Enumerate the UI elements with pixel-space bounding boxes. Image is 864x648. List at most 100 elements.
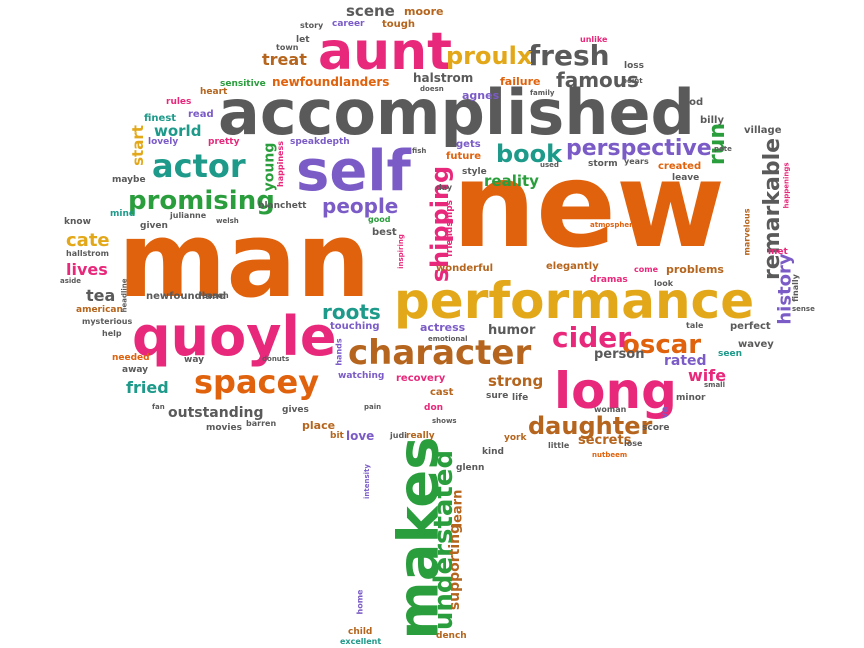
word-come: come xyxy=(634,265,658,274)
word-home: home xyxy=(355,589,365,615)
word-gives: gives xyxy=(282,405,309,415)
word-tale: tale xyxy=(686,321,704,330)
word-aunt: aunt xyxy=(318,22,452,82)
word-self: self xyxy=(296,139,411,204)
word-new: new xyxy=(452,136,726,274)
word-moore: moore xyxy=(404,5,444,18)
word-leave: leave xyxy=(672,173,700,183)
word-rated: rated xyxy=(664,353,707,369)
word-agnes: agnes xyxy=(462,89,500,102)
word-depth: depth xyxy=(320,137,350,147)
word-woman: woman xyxy=(594,405,627,414)
word-treat: treat xyxy=(262,50,307,69)
word-book: book xyxy=(496,140,563,168)
word-man: man xyxy=(118,199,371,321)
word-wonderful: wonderful xyxy=(436,263,493,274)
word-glenn: glenn xyxy=(456,463,485,473)
word-needed: needed xyxy=(112,353,150,363)
word-doesn: doesn xyxy=(420,85,444,93)
word-failure: failure xyxy=(500,75,541,88)
word-marvelous: marvelous xyxy=(742,208,752,256)
word-rules: rules xyxy=(166,97,192,107)
word-excellent: excellent xyxy=(340,637,382,646)
word-child: child xyxy=(348,627,373,637)
word-atmosphere: atmosphere xyxy=(590,221,638,229)
word-recovery: recovery xyxy=(396,373,446,384)
word-future: future xyxy=(446,151,482,162)
word-movies: movies xyxy=(206,423,242,433)
word-dench: dench xyxy=(436,631,467,641)
word-sensitive: sensitive xyxy=(220,79,266,89)
word-long: long xyxy=(554,362,677,420)
word-person: person xyxy=(594,347,645,362)
word-actress: actress xyxy=(420,321,466,334)
word-perfect: perfect xyxy=(730,321,771,332)
word-nod: nod xyxy=(682,97,704,108)
word-best: best xyxy=(372,227,397,238)
word-good: good xyxy=(368,215,391,224)
word-quoyle: quoyle xyxy=(132,305,337,368)
word-world: world xyxy=(154,122,202,140)
word-wavey: wavey xyxy=(738,339,774,350)
word-speak: speak xyxy=(290,137,320,147)
word-finest: finest xyxy=(144,113,177,124)
word-humor: humor xyxy=(488,323,536,338)
word-tough: tough xyxy=(382,19,416,30)
word-cate: cate xyxy=(66,230,110,251)
word-unlike: unlike xyxy=(580,35,608,44)
word-help: help xyxy=(102,329,122,338)
word-know: know xyxy=(64,217,91,227)
word-dramas: dramas xyxy=(590,275,628,285)
word-emotional: emotional xyxy=(428,335,468,343)
word-supporting: supporting xyxy=(447,523,464,611)
word-scene: scene xyxy=(346,2,395,20)
word-village: village xyxy=(744,125,782,136)
word-heart: heart xyxy=(200,87,228,97)
word-accomplished: accomplished xyxy=(218,76,695,149)
word-created: created xyxy=(658,161,702,172)
word-sense: sense xyxy=(792,305,815,313)
word-inspiring: inspiring xyxy=(396,234,405,269)
word-problems: problems xyxy=(666,263,724,276)
word-happenings: happenings xyxy=(782,162,791,209)
word-love: love xyxy=(346,429,375,443)
word-let: let xyxy=(296,35,310,45)
word-reality: reality xyxy=(484,172,539,190)
word-promising: promising xyxy=(128,186,275,216)
word-barren: barren xyxy=(246,419,277,428)
word-people: people xyxy=(322,194,399,218)
word-character: character xyxy=(348,333,532,373)
word-day: day xyxy=(436,183,453,192)
word-billy: billy xyxy=(700,115,724,126)
word-welsh: welsh xyxy=(216,217,239,225)
word-bit: bit xyxy=(330,431,344,441)
word-place: place xyxy=(302,419,336,432)
word-strong: strong xyxy=(488,372,544,390)
word-outstanding: outstanding xyxy=(168,405,264,421)
word-watching: watching xyxy=(338,371,385,381)
word-performance: performance xyxy=(394,272,755,330)
word-story: story xyxy=(300,21,324,30)
word-family: family xyxy=(530,89,555,97)
word-cider: cider xyxy=(552,321,632,354)
word-storm: storm xyxy=(588,159,618,169)
word-fried: fried xyxy=(126,378,169,397)
word-reason: reason xyxy=(198,291,229,300)
word-headline: headline xyxy=(120,278,129,313)
word-aside: aside xyxy=(60,277,82,285)
word-blanchett: blanchett xyxy=(258,201,307,211)
word-newfoundland: newfoundland xyxy=(146,291,227,302)
word-life: life xyxy=(512,393,529,403)
word-town: town xyxy=(276,43,299,52)
word-point: point xyxy=(622,77,643,85)
word-julianne: julianne xyxy=(170,211,207,220)
word-years: years xyxy=(624,157,649,166)
word-nutbeem: nutbeem xyxy=(592,451,628,459)
word-cast: cast xyxy=(430,387,454,398)
word-american: american xyxy=(76,305,123,315)
word-way: way xyxy=(184,355,204,365)
word-halstrom: halstrom xyxy=(413,71,474,85)
word-little: little xyxy=(548,441,570,450)
word-away: away xyxy=(122,365,149,375)
word-elegantly: elegantly xyxy=(546,261,599,272)
